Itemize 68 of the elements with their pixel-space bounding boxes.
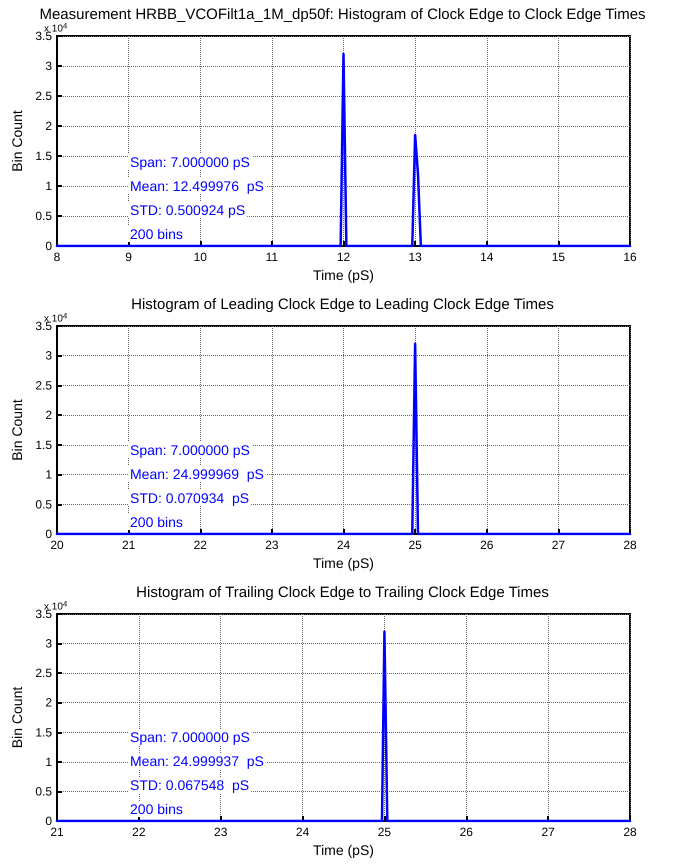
y-tick-label: 1 bbox=[45, 179, 52, 193]
annotation: Span: 7.000000 pS bbox=[130, 729, 250, 745]
x-tick-label: 9 bbox=[125, 250, 132, 264]
y-tick-label: 0.5 bbox=[35, 784, 52, 798]
y-tick-label: 0.5 bbox=[35, 209, 52, 223]
y-tick-label: 0 bbox=[45, 239, 52, 253]
y-axis-title: Bin Count bbox=[9, 399, 25, 461]
annotation: Mean: 12.499976 pS bbox=[130, 178, 264, 194]
y-tick-label: 2.5 bbox=[35, 666, 52, 680]
y-tick-label: 3 bbox=[45, 636, 52, 651]
annotation: 200 bins bbox=[130, 514, 183, 530]
x-tick-label: 8 bbox=[54, 250, 61, 264]
x-tick-label: 27 bbox=[552, 538, 566, 552]
x-tick-label: 14 bbox=[480, 250, 494, 264]
x-tick-label: 26 bbox=[480, 538, 494, 552]
y-tick-label: 3 bbox=[45, 59, 52, 73]
x-tick-label: 20 bbox=[50, 538, 64, 552]
y-axis-title: Bin Count bbox=[9, 686, 25, 748]
x-tick-label: 25 bbox=[408, 538, 422, 552]
x-tick-label: 23 bbox=[214, 825, 228, 839]
x-tick-label: 24 bbox=[336, 538, 350, 552]
annotation: 200 bins bbox=[130, 226, 183, 242]
x-tick-label: 11 bbox=[266, 250, 278, 264]
y-tick-label: 2 bbox=[45, 119, 52, 133]
x-tick-label: 16 bbox=[623, 250, 637, 264]
chart-title: Histogram of Trailing Clock Edge to Trailing Clock Edge Times bbox=[136, 584, 549, 601]
annotation: Span: 7.000000 pS bbox=[130, 154, 250, 170]
y-tick-label: 1 bbox=[45, 468, 52, 482]
x-tick-label: 10 bbox=[194, 250, 208, 264]
x-tick-label: 21 bbox=[122, 538, 136, 552]
x-tick-label: 25 bbox=[378, 825, 392, 839]
y-tick-label: 1.5 bbox=[35, 438, 52, 452]
y-tick-label: 2 bbox=[45, 696, 52, 710]
x-tick-label: 23 bbox=[265, 538, 279, 552]
y-tick-label: 3 bbox=[45, 348, 52, 363]
y-tick-label: 0.5 bbox=[35, 497, 52, 512]
x-axis-title: Time (pS) bbox=[313, 555, 374, 571]
annotation: Mean: 24.999969 pS bbox=[130, 466, 264, 482]
x-tick-label: 22 bbox=[132, 825, 146, 839]
y-axis-title: Bin Count bbox=[9, 110, 25, 172]
y-tick-label: 2.5 bbox=[35, 89, 52, 103]
x-tick-label: 26 bbox=[460, 825, 474, 839]
y-tick-label: 0 bbox=[45, 814, 52, 828]
annotation: STD: 0.070934 pS bbox=[130, 490, 250, 506]
y-tick-label: 1.5 bbox=[35, 149, 52, 163]
x-tick-label: 28 bbox=[623, 825, 637, 839]
x-tick-label: 28 bbox=[623, 538, 637, 552]
annotation: Span: 7.000000 pS bbox=[130, 442, 250, 458]
x-tick-label: 12 bbox=[336, 250, 350, 264]
y-tick-label: 2.5 bbox=[35, 378, 52, 392]
x-tick-label: 13 bbox=[408, 250, 422, 264]
x-tick-label: 15 bbox=[552, 250, 566, 264]
y-tick-label: 0 bbox=[45, 527, 52, 541]
annotation: STD: 0.067548 pS bbox=[130, 777, 250, 793]
x-tick-label: 22 bbox=[194, 538, 208, 552]
chart-title: Histogram of Leading Clock Edge to Leading Clock Edge Times bbox=[131, 296, 554, 313]
x-tick-label: 24 bbox=[296, 825, 310, 839]
annotation: Mean: 24.999937 pS bbox=[130, 753, 264, 769]
annotation: STD: 0.500924 pS bbox=[130, 202, 246, 218]
y-tick-label: 1.5 bbox=[35, 725, 52, 740]
x-tick-label: 27 bbox=[541, 825, 556, 839]
annotation: 200 bins bbox=[130, 801, 183, 817]
x-axis-title: Time (pS) bbox=[313, 842, 374, 858]
chart-title: Measurement HRBB_VCOFilt1a_1M_dp50f: Histogram of Clock Edge to Clock Edge Times bbox=[39, 6, 646, 23]
y-tick-label: 1 bbox=[45, 754, 52, 769]
x-tick-label: 21 bbox=[50, 825, 64, 839]
y-tick-label: 2 bbox=[45, 408, 52, 422]
x-axis-title: Time (pS) bbox=[313, 267, 374, 283]
